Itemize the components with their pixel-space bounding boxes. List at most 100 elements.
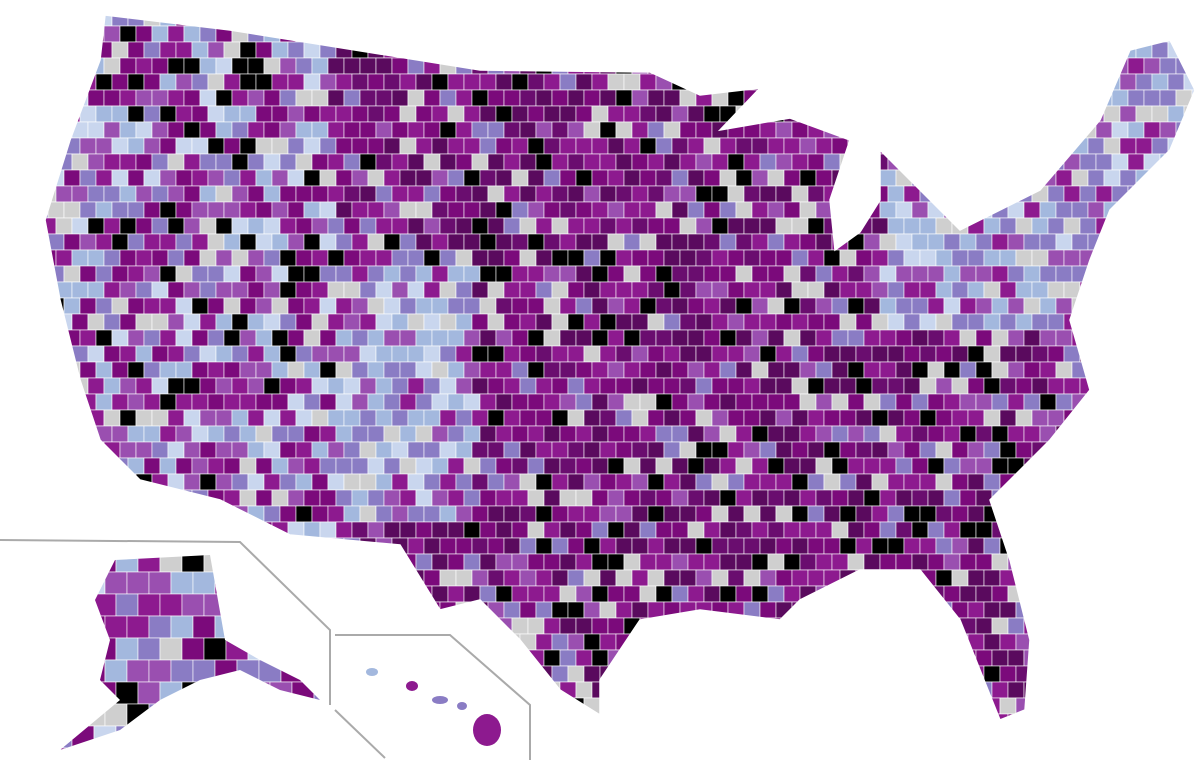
county [935,537,953,555]
county [735,649,753,667]
county [399,73,417,91]
county [639,521,657,539]
county [487,505,505,523]
county [415,201,433,219]
county [60,659,62,683]
county [815,169,833,187]
county [447,361,465,379]
county [759,121,777,139]
county [327,89,345,107]
county [60,571,62,595]
county [695,697,713,715]
county [1039,265,1057,283]
county [271,73,289,91]
county [447,265,465,283]
county [303,15,321,27]
county [847,393,865,411]
county [863,169,881,187]
county [255,73,273,91]
county [415,233,433,251]
county [1047,121,1065,139]
county [1167,489,1185,507]
county [231,153,249,171]
county [735,105,753,123]
county [255,457,273,475]
county [591,425,609,443]
county [783,233,801,251]
county [815,361,833,379]
county [599,185,617,203]
county [1151,201,1169,219]
county [1039,329,1057,347]
county [1143,89,1161,107]
county [663,121,681,139]
county [887,665,905,683]
county [871,601,889,619]
county [983,89,1001,107]
county [415,169,433,187]
county [959,713,977,720]
county [375,217,393,235]
county [911,617,929,635]
county [583,665,601,683]
county [919,505,937,523]
county [319,457,337,475]
county [215,569,233,587]
county [103,25,121,43]
county [255,169,273,187]
county [711,665,729,683]
county [1087,41,1105,59]
county [1095,537,1113,555]
county [607,617,625,635]
county [231,409,249,427]
county [527,201,545,219]
county [181,725,205,749]
county [119,281,137,299]
county [703,329,721,347]
county [1127,665,1145,683]
county [319,713,337,720]
county [431,489,449,507]
county [695,121,713,139]
county [119,89,137,107]
county [431,15,449,27]
county [703,553,721,571]
county [1151,73,1169,91]
county [236,615,260,639]
county [831,329,849,347]
county [175,425,193,443]
county [599,537,617,555]
county [911,489,929,507]
county [319,649,337,667]
county [271,105,289,123]
county [927,713,945,720]
county [407,249,425,267]
county [975,361,993,379]
county [495,457,513,475]
county [431,169,449,187]
county [487,377,505,395]
county [263,249,281,267]
county [215,249,233,267]
county [735,553,753,571]
county [895,585,913,603]
county [391,249,409,267]
county [439,633,457,651]
county [95,233,113,251]
county [695,537,713,555]
county [759,345,777,363]
county [151,377,169,395]
county [287,201,305,219]
county [943,297,961,315]
county [255,105,273,123]
county [159,361,177,379]
county [503,697,521,715]
county [807,249,825,267]
county [1007,617,1025,635]
county [431,521,449,539]
county [951,249,969,267]
county [399,169,417,187]
county [903,665,921,683]
county [927,329,945,347]
county [871,569,889,587]
